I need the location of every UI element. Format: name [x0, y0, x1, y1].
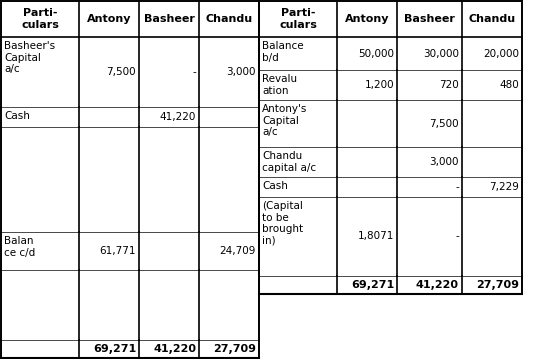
Text: 7,229: 7,229: [489, 182, 519, 192]
Text: 1,200: 1,200: [365, 80, 394, 90]
Text: 720: 720: [439, 80, 459, 90]
Text: 27,709: 27,709: [476, 280, 519, 290]
Text: Basheer: Basheer: [143, 14, 195, 24]
Text: 41,220: 41,220: [160, 112, 196, 122]
Text: Chandu: Chandu: [469, 14, 516, 24]
Text: 20,000: 20,000: [483, 48, 519, 59]
Text: 1,8071: 1,8071: [358, 232, 394, 242]
Text: 27,709: 27,709: [213, 344, 256, 354]
Text: Antony: Antony: [345, 14, 389, 24]
Text: Parti-
culars: Parti- culars: [21, 8, 59, 30]
Text: -: -: [192, 67, 196, 77]
Text: 3,000: 3,000: [227, 67, 256, 77]
Text: 7,500: 7,500: [106, 67, 136, 77]
Bar: [1, 1, 259, 358]
Text: -: -: [455, 232, 459, 242]
Text: 69,271: 69,271: [93, 344, 136, 354]
Text: 50,000: 50,000: [358, 48, 394, 59]
Text: -: -: [455, 182, 459, 192]
Text: 30,000: 30,000: [423, 48, 459, 59]
Text: Basheer: Basheer: [404, 14, 455, 24]
Text: 7,500: 7,500: [429, 118, 459, 129]
Text: 41,220: 41,220: [416, 280, 459, 290]
Text: 61,771: 61,771: [100, 246, 136, 256]
Text: 24,709: 24,709: [220, 246, 256, 256]
Text: Revalu
ation: Revalu ation: [262, 74, 297, 95]
Text: Basheer's
Capital
a/c: Basheer's Capital a/c: [4, 41, 55, 74]
Text: 41,220: 41,220: [153, 344, 196, 354]
Text: (Capital
to be
brought
in): (Capital to be brought in): [262, 201, 303, 246]
Bar: [259, 1, 522, 294]
Text: Parti-
culars: Parti- culars: [279, 8, 317, 30]
Text: Cash: Cash: [262, 181, 288, 191]
Text: Antony's
Capital
a/c: Antony's Capital a/c: [262, 104, 307, 137]
Text: Chandu
capital a/c: Chandu capital a/c: [262, 151, 316, 173]
Text: Balan
ce c/d: Balan ce c/d: [4, 236, 35, 258]
Text: 480: 480: [499, 80, 519, 90]
Text: Cash: Cash: [4, 111, 30, 121]
Text: 3,000: 3,000: [429, 157, 459, 167]
Text: 69,271: 69,271: [351, 280, 394, 290]
Text: Balance
b/d: Balance b/d: [262, 41, 304, 62]
Text: Antony: Antony: [87, 14, 131, 24]
Text: Chandu: Chandu: [205, 14, 252, 24]
